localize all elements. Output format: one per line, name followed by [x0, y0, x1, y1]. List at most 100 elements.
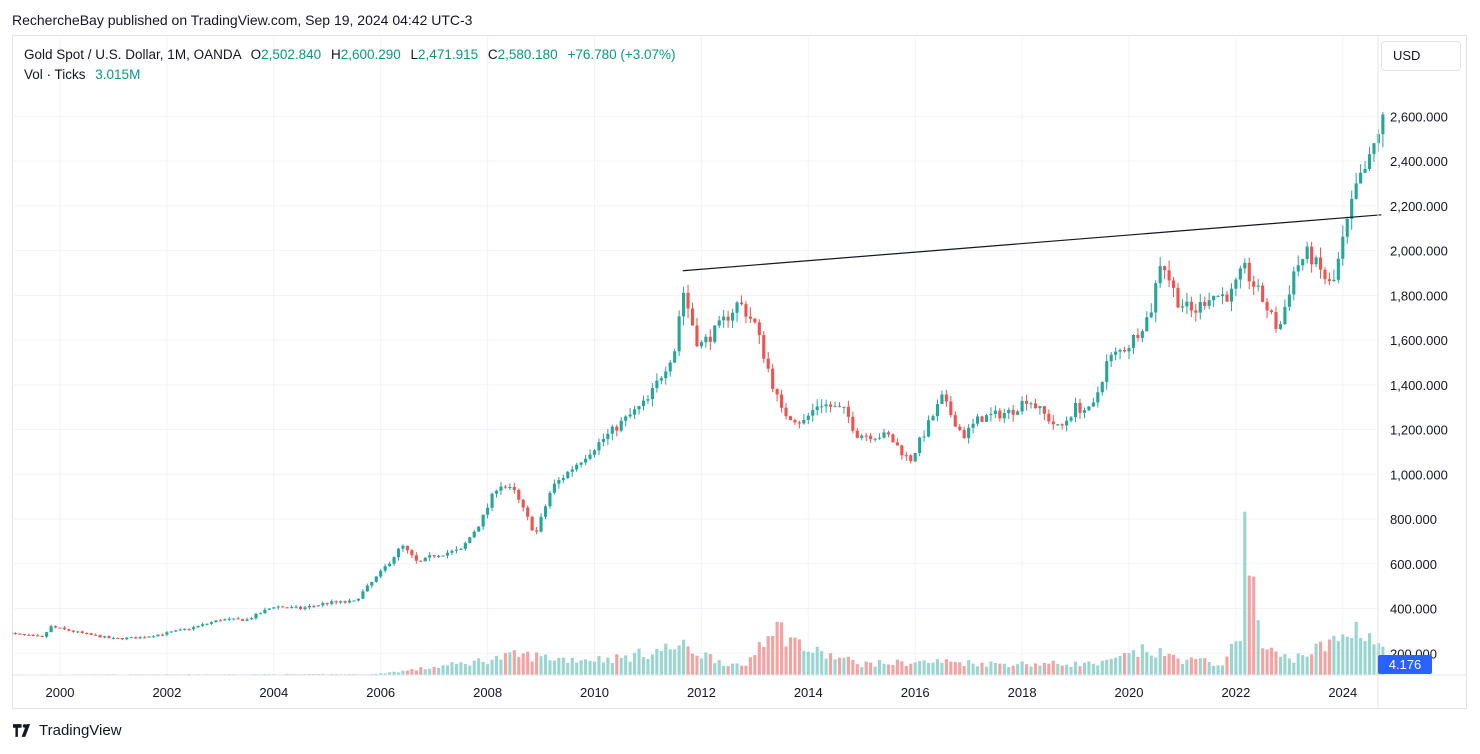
- candle-body: [437, 555, 441, 557]
- volume-bar: [1096, 665, 1100, 675]
- volume-bar: [1065, 664, 1069, 675]
- volume-bar: [953, 662, 957, 675]
- candle-body: [1069, 417, 1073, 421]
- candle-body: [1073, 402, 1078, 418]
- trendline[interactable]: [682, 214, 1382, 272]
- volume-bar: [744, 665, 748, 675]
- candle-body: [89, 633, 93, 635]
- candle-body: [183, 628, 187, 630]
- volume-bar: [637, 648, 641, 675]
- high-label: H: [330, 47, 341, 62]
- volume-bar: [980, 662, 984, 675]
- candle-body: [232, 618, 236, 620]
- volume-bar: [944, 659, 948, 675]
- volume-bar: [895, 659, 899, 675]
- candle-body: [886, 432, 891, 435]
- candle-body: [1100, 382, 1104, 393]
- currency-button[interactable]: USD: [1381, 41, 1461, 71]
- candle-body: [584, 458, 588, 463]
- x-tick-label: 2022: [1221, 685, 1250, 700]
- candle-body: [895, 442, 899, 446]
- candle-body: [949, 401, 953, 416]
- candle-body: [423, 557, 427, 562]
- volume-bar: [673, 649, 677, 675]
- candle-body: [784, 407, 788, 417]
- volume-bar: [1158, 647, 1162, 675]
- x-tick-label: 2008: [473, 685, 502, 700]
- candle-body: [1091, 402, 1095, 407]
- candle-body: [797, 422, 801, 424]
- volume-bar: [837, 657, 842, 675]
- volume-bar: [1301, 655, 1305, 675]
- volume-bar: [811, 652, 815, 675]
- volume-bar: [793, 637, 797, 675]
- volume-bar: [1265, 649, 1269, 675]
- candle-body: [1056, 424, 1060, 426]
- candle-body: [209, 622, 214, 624]
- candle-body: [165, 632, 169, 635]
- candle-body: [428, 555, 432, 558]
- candle-body: [1163, 266, 1167, 271]
- candle-body: [1020, 400, 1024, 412]
- candle-body: [392, 557, 396, 564]
- candle-body: [1185, 301, 1189, 307]
- candle-body: [731, 312, 735, 321]
- price-axis[interactable]: 200.000400.000600.000800.0001,000.0001,2…: [1390, 109, 1448, 661]
- candle-body: [1265, 301, 1269, 311]
- volume-bar: [592, 661, 597, 675]
- candle-body: [1140, 331, 1144, 338]
- candle-body: [811, 410, 815, 416]
- candle-body: [771, 368, 775, 389]
- volume-bar: [588, 660, 592, 675]
- volume-bar: [1171, 654, 1176, 675]
- volume-bar: [815, 646, 819, 675]
- candle-body: [944, 394, 948, 402]
- volume-bar: [1118, 655, 1122, 675]
- candle-body: [254, 613, 258, 619]
- time-axis[interactable]: 2000 2002 2004 2006 2008 2010 2012 2014 2016 2018…: [46, 685, 1358, 700]
- candle-body: [160, 634, 165, 636]
- candle-body: [539, 516, 543, 532]
- candle-body: [396, 548, 401, 558]
- candle-body: [1301, 259, 1305, 266]
- candle-body: [842, 406, 846, 408]
- volume-bar: [878, 660, 882, 675]
- y-tick-label: 1,000.000: [1390, 467, 1448, 482]
- candle-body: [45, 632, 49, 637]
- candle-body: [824, 404, 828, 407]
- volume-bar: [909, 663, 913, 675]
- volume-label[interactable]: Vol · Ticks: [24, 67, 86, 82]
- candle-body: [1314, 257, 1318, 265]
- candle-body: [223, 619, 227, 621]
- tradingview-logo[interactable]: TradingView: [13, 722, 122, 739]
- volume-bar: [690, 653, 695, 675]
- volume-bar: [784, 646, 788, 675]
- volume-bar: [1287, 658, 1291, 675]
- y-tick-label: 2,200.000: [1390, 199, 1448, 214]
- volume-bar: [873, 666, 877, 675]
- candle-body: [472, 531, 476, 538]
- volume-bar: [1007, 667, 1011, 675]
- volume-bar: [561, 657, 565, 675]
- candle-body: [1363, 169, 1367, 173]
- volume-bar: [441, 665, 445, 675]
- volume-bar: [766, 636, 770, 675]
- candle-body: [1180, 306, 1185, 308]
- volume-bar: [1341, 634, 1345, 675]
- volume-bar: [824, 658, 828, 675]
- price-chart[interactable]: 200.000400.000600.000800.0001,000.0001,2…: [12, 35, 1467, 709]
- volume-bar: [530, 661, 534, 675]
- candle-body: [940, 394, 944, 404]
- candle-body: [597, 442, 601, 451]
- volume-bar: [949, 661, 953, 675]
- volume-bar: [1029, 666, 1033, 675]
- volume-bar: [521, 653, 525, 675]
- symbol-description[interactable]: Gold Spot / U.S. Dollar, 1M, OANDA: [24, 47, 241, 62]
- candle-body: [1145, 317, 1149, 332]
- volume-bar: [1180, 663, 1185, 675]
- volume-bar: [1367, 633, 1372, 675]
- candle-body: [864, 435, 868, 437]
- grid-lines: [12, 35, 1378, 675]
- volume-bar: [517, 657, 521, 675]
- candle-body: [726, 316, 730, 321]
